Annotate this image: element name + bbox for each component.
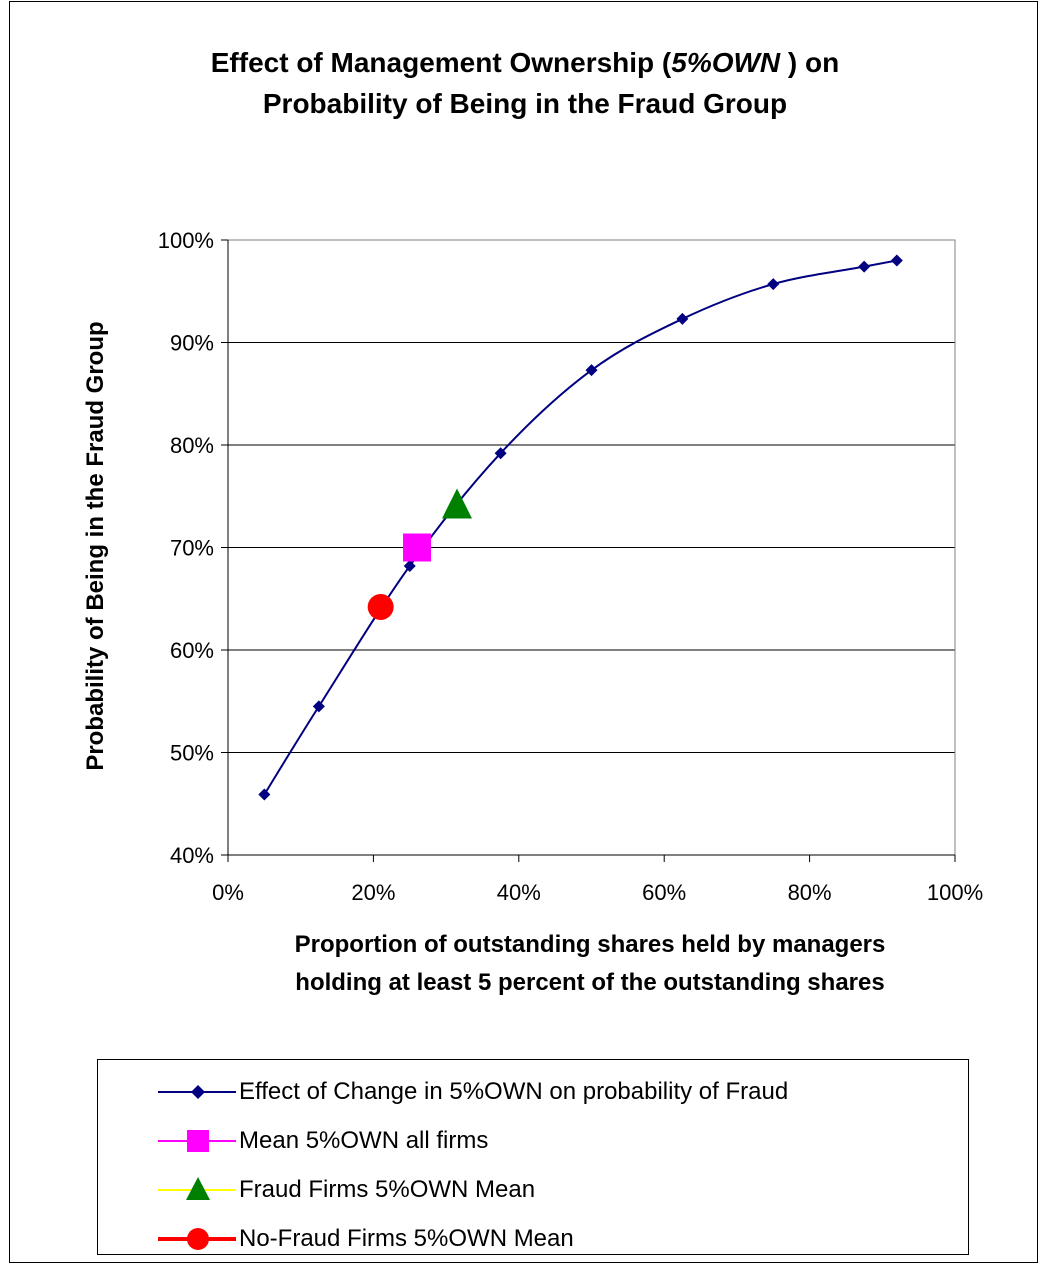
chart-title: Effect of Management Ownership (5%OWN ) … (10, 42, 1040, 124)
y-tick-label: 60% (170, 638, 214, 663)
data-point-diamond (585, 364, 598, 377)
chart-title-line1: Effect of Management Ownership (5%OWN ) … (10, 42, 1040, 83)
data-point-diamond (767, 278, 780, 291)
data-point-fraud-triangle (442, 488, 473, 519)
y-tick-label: 80% (170, 433, 214, 458)
title-italic: 5%OWN (671, 47, 781, 78)
x-tick-label: 80% (788, 880, 832, 905)
data-point-diamond (494, 447, 507, 460)
x-axis-title-line1: Proportion of outstanding shares held by… (295, 931, 886, 958)
y-tick-label: 100% (158, 228, 214, 253)
series-curve-line (263, 259, 898, 796)
y-tick-label: 70% (170, 536, 214, 561)
legend-label-fraud: Fraud Firms 5%OWN Mean (239, 1176, 536, 1203)
legend-label-mean-all: Mean 5%OWN all firms (239, 1127, 489, 1154)
x-tick-label: 100% (927, 880, 983, 905)
data-point-diamond (676, 312, 689, 325)
y-tick-label: 40% (170, 843, 214, 868)
legend-item-mean-all: Mean 5%OWN all firms (98, 1121, 958, 1161)
y-tick-label: 50% (170, 741, 214, 766)
data-point-diamond (403, 559, 416, 572)
x-tick-label: 60% (642, 880, 686, 905)
grid-layer (227, 239, 956, 856)
data-point-diamond (890, 254, 903, 267)
legend-label-nofraud: No-Fraud Firms 5%OWN Mean (239, 1225, 574, 1252)
title-suffix: ) on (780, 47, 840, 78)
chart-frame (9, 1, 1038, 1263)
series-layer (258, 254, 903, 801)
legend-diamond-marker (158, 1085, 236, 1099)
axis-layer: 40% 50% 60% 70% 80% 90% 100% 0% 20% 40% 60% 80% 100% (158, 228, 983, 905)
legend: Effect of Change in 5%OWN on probability… (97, 1059, 969, 1255)
data-point-nofraud-circle (367, 593, 394, 620)
title-prefix: Effect of Management Ownership ( (210, 47, 672, 78)
x-tick-label: 40% (497, 880, 541, 905)
legend-item-fraud: Fraud Firms 5%OWN Mean (98, 1170, 958, 1210)
legend-item-curve: Effect of Change in 5%OWN on probability… (98, 1072, 958, 1112)
data-point-diamond (258, 788, 271, 801)
legend-item-nofraud: No-Fraud Firms 5%OWN Mean (98, 1219, 958, 1259)
x-tick-label: 20% (351, 880, 395, 905)
data-point-diamond (312, 700, 325, 713)
legend-square-marker (158, 1130, 236, 1152)
legend-triangle-marker (158, 1177, 236, 1200)
data-point-diamond (858, 260, 871, 273)
chart-title-line2: Probability of Being in the Fraud Group (262, 88, 788, 119)
y-axis-title: Probability of Being in the Fraud Group (82, 321, 109, 770)
x-axis-title-line2: holding at least 5 percent of the outsta… (295, 969, 884, 996)
legend-circle-marker (158, 1228, 236, 1250)
x-tick-label: 0% (212, 880, 244, 905)
legend-label-curve: Effect of Change in 5%OWN on probability… (239, 1078, 789, 1105)
y-tick-label: 90% (170, 331, 214, 356)
data-point-mean-all-square (403, 533, 432, 562)
